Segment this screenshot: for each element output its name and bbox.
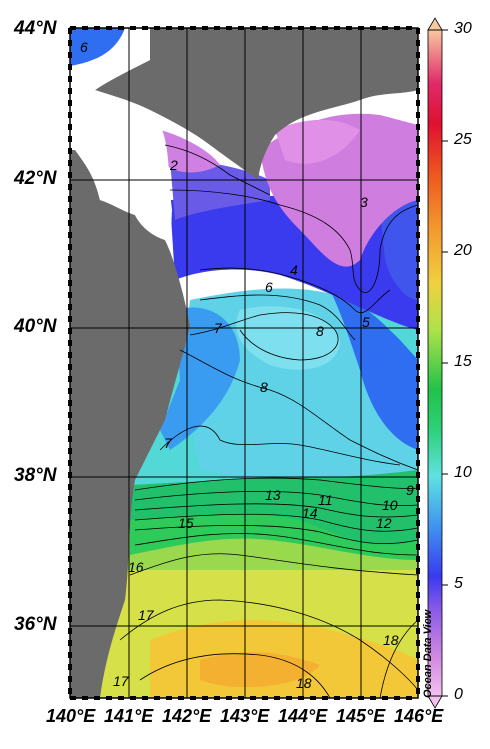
contour-label: 8 — [260, 379, 268, 395]
lon-label-143e: 143°E — [220, 706, 270, 726]
frame-ticks — [68, 26, 420, 700]
ocean-data-view-credit: Ocean Data View — [422, 609, 434, 698]
cold-pool-inner — [275, 119, 360, 164]
colorbar-label-15: 15 — [454, 353, 472, 370]
contour-label: 17 — [113, 673, 130, 689]
lon-label-144e: 144°E — [278, 706, 328, 726]
contour-label: 14 — [302, 505, 318, 521]
colorbar-ticks — [442, 29, 448, 697]
graticule — [70, 28, 418, 698]
warm-core-inner — [200, 652, 320, 688]
nw-blue-patch — [70, 28, 125, 66]
east-blue-5 — [380, 200, 418, 300]
lon-label-145e: 145°E — [336, 706, 386, 726]
contour-label: 3 — [360, 194, 368, 210]
lat-label-44n: 44°N — [14, 18, 57, 39]
contour-label: 17 — [138, 607, 155, 623]
colorbar-label-0: 0 — [454, 686, 463, 703]
contour-label: 15 — [178, 515, 194, 531]
colorbar-max-arrow — [427, 17, 443, 31]
contour-label: 18 — [296, 675, 312, 691]
eastern-blue — [330, 290, 418, 450]
contour-label: 16 — [128, 559, 144, 575]
contour-label: 12 — [376, 515, 392, 531]
contour-label: 5 — [362, 314, 370, 330]
contour-lines — [119, 144, 419, 699]
honshu-land — [70, 150, 190, 698]
colorbar-label-30: 30 — [454, 20, 472, 37]
no-data-north — [78, 28, 150, 90]
contour-label: 6 — [80, 39, 88, 55]
lat-label-36n: 36°N — [14, 614, 57, 635]
colorbar-label-20: 20 — [454, 242, 472, 259]
lon-label-146e: 146°E — [394, 706, 444, 726]
contour-label: 6 — [265, 279, 273, 295]
band-2 — [160, 130, 220, 173]
colorbar-label-10: 10 — [454, 464, 472, 481]
contour-label: 8 — [316, 323, 324, 339]
hokkaido-land — [95, 28, 418, 180]
contour-label: 10 — [382, 497, 398, 513]
contour-label: 9 — [406, 482, 414, 498]
contour-label: 2 — [169, 157, 178, 173]
no-data-tsugaru — [75, 125, 172, 249]
lat-label-42n: 42°N — [14, 168, 57, 189]
contour-label: 11 — [318, 492, 333, 508]
lon-label-141e: 141°E — [104, 706, 154, 726]
warm-eddy — [236, 306, 340, 370]
contour-label: 4 — [290, 262, 298, 278]
contour-label: 7 — [214, 320, 223, 336]
lon-label-140e: 140°E — [46, 706, 96, 726]
contour-label: 18 — [383, 632, 399, 648]
lat-label-38n: 38°N — [14, 465, 57, 486]
front-band-inner — [130, 465, 418, 545]
lon-label-142e: 142°E — [162, 706, 212, 726]
lat-label-40n: 40°N — [14, 316, 57, 337]
colorbar — [428, 30, 442, 696]
colorbar-label-5: 5 — [454, 575, 463, 592]
contour-label: 13 — [265, 487, 281, 503]
contour-label: 7 — [164, 435, 173, 451]
colorbar-label-25: 25 — [454, 131, 472, 148]
contour-label-group: 6 2 3 4 6 5 7 8 8 7 13 11 9 10 14 12 15 … — [80, 39, 414, 691]
